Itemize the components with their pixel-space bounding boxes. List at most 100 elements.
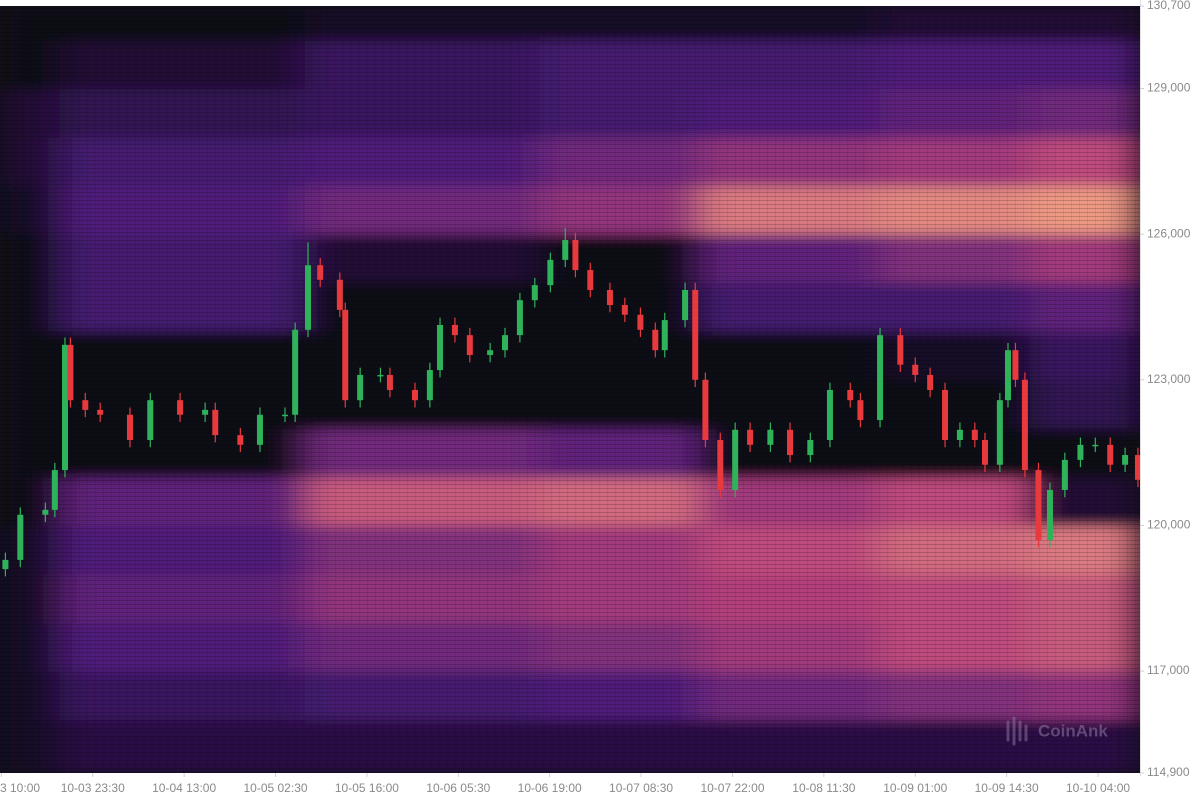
x-tick-label: 10-06 05:30 <box>426 781 490 795</box>
candle-body <box>1012 350 1019 380</box>
candle-body <box>587 270 594 290</box>
candle-body <box>1046 489 1053 540</box>
candle-body <box>67 344 74 401</box>
candle-body <box>466 335 473 356</box>
y-tick-label: 120,000 <box>1147 518 1191 532</box>
candle-body <box>1061 459 1068 490</box>
candle-body <box>177 400 184 415</box>
candle-body <box>692 289 699 380</box>
candle-body <box>202 409 209 415</box>
candle-body <box>342 309 349 401</box>
candle-body <box>606 289 613 306</box>
x-tick-label: 10-05 16:00 <box>335 781 399 795</box>
candle-body <box>1122 455 1129 465</box>
x-tick-label: 10-09 01:00 <box>883 781 947 795</box>
candle-body <box>717 439 724 490</box>
y-tick-label: 130,700 <box>1147 0 1191 12</box>
candle-body <box>971 429 978 440</box>
candle-body <box>1134 455 1140 480</box>
candle-body <box>42 509 49 515</box>
candle-body <box>857 400 864 421</box>
x-tick-label: 3 10:00 <box>0 781 40 795</box>
candle-body <box>562 239 569 260</box>
candle-body <box>305 265 312 330</box>
candle-body <box>877 335 884 421</box>
candle-body <box>51 470 58 510</box>
x-tick-label: 10-05 02:30 <box>243 781 307 795</box>
y-tick-label: 114,900 <box>1147 765 1190 779</box>
x-tick-label: 10-10 04:00 <box>1066 781 1130 795</box>
candles <box>2 227 1140 577</box>
candle-body <box>357 374 364 401</box>
candle-body <box>1021 379 1028 471</box>
candle-body <box>807 439 814 456</box>
candle-body <box>661 320 668 351</box>
candle-body <box>317 265 324 280</box>
candle-body <box>336 279 343 310</box>
candle-body <box>61 344 68 471</box>
texture-overlay <box>0 6 1140 773</box>
watermark-logo <box>1006 716 1028 746</box>
candle-body <box>531 285 538 301</box>
candle-body <box>1092 444 1099 447</box>
candle-body <box>702 379 709 440</box>
candle-body <box>282 414 288 417</box>
candle-body <box>787 429 794 456</box>
x-tick-label: 10-09 14:30 <box>975 781 1039 795</box>
candle-body <box>621 305 628 315</box>
candle-body <box>637 314 644 330</box>
candle-body <box>826 389 833 440</box>
candle-body <box>652 329 659 351</box>
x-tick-label: 10-06 19:00 <box>518 781 582 795</box>
x-tick-label: 10-07 08:30 <box>609 781 673 795</box>
candle-body <box>572 239 579 271</box>
candle-body <box>2 559 9 570</box>
candle-body <box>17 514 24 560</box>
candle-body <box>426 370 433 401</box>
candle-body <box>487 350 494 356</box>
candle-body <box>747 429 754 445</box>
y-tick-label: 126,000 <box>1147 226 1191 240</box>
candle-body <box>682 289 689 321</box>
candle-body <box>1107 444 1114 465</box>
candle-body <box>437 324 444 371</box>
y-tick-label: 117,000 <box>1147 663 1190 677</box>
candle-body <box>1035 470 1042 540</box>
candle-body <box>956 429 963 440</box>
x-tick-label: 10-08 11:30 <box>792 781 855 795</box>
candle-body <box>126 414 133 440</box>
candle-body <box>927 374 934 390</box>
candle-body <box>897 335 904 365</box>
candle-body <box>996 400 1003 465</box>
candle-body <box>212 409 219 436</box>
candle-body <box>451 324 458 336</box>
candle-body <box>516 300 523 336</box>
candle-body <box>547 259 554 286</box>
candle-body <box>82 400 89 410</box>
candle-body <box>147 400 154 440</box>
y-tick-label: 129,000 <box>1147 81 1191 95</box>
candle-body <box>1004 350 1011 401</box>
candle-body <box>237 435 244 445</box>
x-tick-label: 10-04 13:00 <box>152 781 216 795</box>
candle-body <box>732 429 739 490</box>
candle-body <box>767 429 774 445</box>
watermark: CoinAnk <box>1038 721 1108 740</box>
candle-body <box>1077 444 1084 460</box>
candle-body <box>256 414 263 445</box>
candle-body <box>847 389 854 401</box>
candle-body <box>502 335 509 351</box>
candle-body <box>377 374 384 377</box>
y-tick-label: 123,000 <box>1147 372 1191 386</box>
x-tick-label: 10-03 23:30 <box>61 781 125 795</box>
candle-body <box>292 329 299 415</box>
axes: 114,900 117,000 120,000 123,000 126,000 129,0… <box>0 0 1191 795</box>
candle-body <box>386 374 393 390</box>
candle-body <box>981 439 988 465</box>
candle-body <box>97 409 104 415</box>
candle-body <box>411 389 418 401</box>
candle-body <box>942 389 949 440</box>
x-tick-label: 10-07 22:00 <box>700 781 764 795</box>
